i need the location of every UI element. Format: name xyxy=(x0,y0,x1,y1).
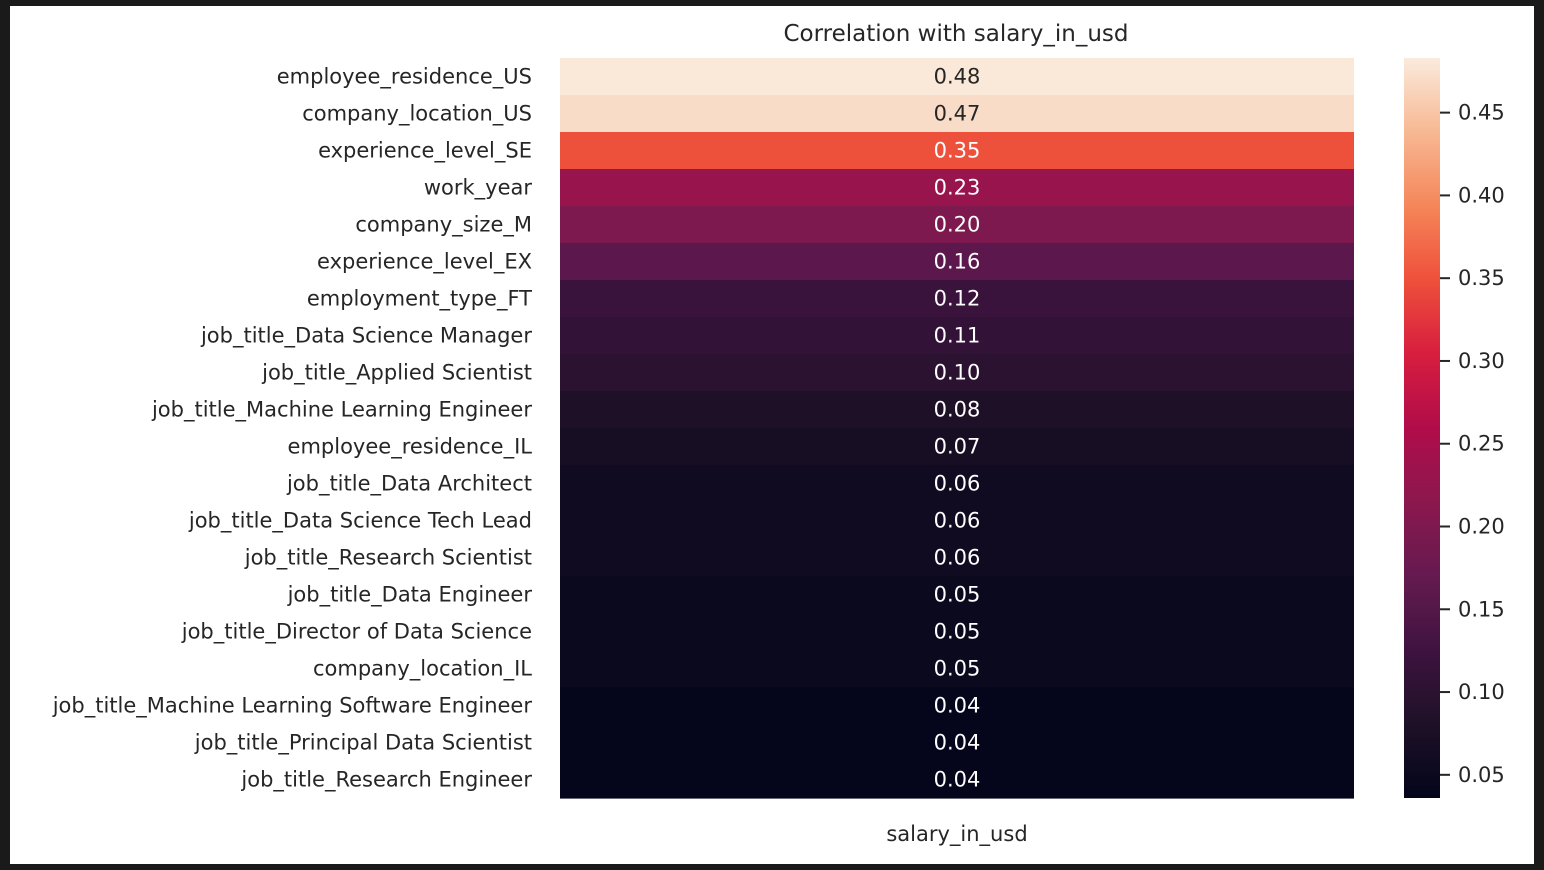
cell-value-label: 0.35 xyxy=(934,139,981,163)
heatmap-cell xyxy=(560,687,1354,725)
cell-value-label: 0.04 xyxy=(934,768,981,792)
chart-frame: Correlation with salary_in_usd 0.48 0.47 0… xyxy=(10,6,1534,864)
cell-value-label: 0.16 xyxy=(934,250,981,274)
heatmap-cells: 0.48 0.47 0.35 0.23 0.20 0.16 0.12 0.11 0.10 0.08… xyxy=(560,58,1354,799)
heatmap-cell xyxy=(560,391,1354,429)
cell-value-label: 0.12 xyxy=(934,287,981,311)
colorbar-gradient xyxy=(1404,58,1440,798)
row-tick-label: job_title_Data Engineer xyxy=(287,583,533,608)
row-tick-label: job_title_Machine Learning Software Engi… xyxy=(52,694,533,719)
heatmap-cell xyxy=(560,354,1354,392)
heatmap-cell xyxy=(560,280,1354,318)
cell-value-label: 0.08 xyxy=(934,398,981,422)
row-tick-label: job_title_Data Science Manager xyxy=(200,324,532,349)
heatmap-cell xyxy=(560,169,1354,207)
cell-value-label: 0.06 xyxy=(934,472,981,496)
row-tick-label: job_title_Data Science Tech Lead xyxy=(188,509,532,534)
heatmap-cell xyxy=(560,724,1354,762)
row-labels: employee_residence_US company_location_US… xyxy=(52,65,533,793)
heatmap-cell xyxy=(560,539,1354,577)
row-tick-label: job_title_Principal Data Scientist xyxy=(194,731,532,756)
heatmap-cell xyxy=(560,576,1354,614)
heatmap-cell xyxy=(560,428,1354,466)
row-tick-label: job_title_Research Scientist xyxy=(244,546,532,571)
cell-value-label: 0.47 xyxy=(934,102,981,126)
cell-value-label: 0.05 xyxy=(934,657,981,681)
column-tick-label: salary_in_usd xyxy=(886,822,1027,847)
column-labels: salary_in_usd xyxy=(886,822,1027,847)
colorbar-tick-label: 0.05 xyxy=(1458,763,1505,787)
row-tick-label: employee_residence_US xyxy=(277,65,532,90)
heatmap-cell xyxy=(560,761,1354,799)
cell-value-label: 0.04 xyxy=(934,731,981,755)
cell-value-label: 0.07 xyxy=(934,435,981,459)
row-tick-label: job_title_Data Architect xyxy=(286,472,532,497)
heatmap-cell xyxy=(560,95,1354,133)
row-tick-label: company_location_US xyxy=(302,102,532,127)
heatmap-cell xyxy=(560,317,1354,355)
colorbar-tick-label: 0.25 xyxy=(1458,432,1505,456)
row-tick-label: job_title_Research Engineer xyxy=(240,768,532,793)
row-tick-label: experience_level_SE xyxy=(318,139,532,164)
cell-value-label: 0.48 xyxy=(934,65,981,89)
heatmap-cell xyxy=(560,243,1354,281)
colorbar-tick-label: 0.30 xyxy=(1458,349,1505,373)
row-tick-label: job_title_Machine Learning Engineer xyxy=(151,398,532,423)
cell-value-label: 0.06 xyxy=(934,509,981,533)
colorbar-tick-label: 0.45 xyxy=(1458,101,1505,125)
cell-value-label: 0.23 xyxy=(934,176,981,200)
colorbar-tick-label: 0.35 xyxy=(1458,266,1505,290)
colorbar-tick-label: 0.15 xyxy=(1458,597,1505,621)
cell-value-label: 0.05 xyxy=(934,620,981,644)
row-tick-label: job_title_Director of Data Science xyxy=(181,620,532,645)
row-tick-label: employment_type_FT xyxy=(307,287,532,312)
cell-value-label: 0.04 xyxy=(934,694,981,718)
heatmap-cell xyxy=(560,613,1354,651)
cell-value-label: 0.05 xyxy=(934,583,981,607)
row-tick-label: employee_residence_IL xyxy=(288,435,533,460)
heatmap-chart: Correlation with salary_in_usd 0.480.470… xyxy=(52,21,1505,847)
heatmap-cell xyxy=(560,502,1354,540)
cell-value-label: 0.06 xyxy=(934,546,981,570)
cell-value-label: 0.20 xyxy=(934,213,981,237)
colorbar: 0.05 0.10 0.15 0.20 0.25 0.30 0.35 0.40 0.45 xyxy=(1404,58,1505,798)
row-tick-label: work_year xyxy=(424,176,533,201)
colorbar-tick-label: 0.40 xyxy=(1458,183,1505,207)
row-tick-label: company_size_M xyxy=(355,213,532,238)
colorbar-tick-label: 0.20 xyxy=(1458,515,1505,539)
heatmap-cell xyxy=(560,132,1354,170)
row-tick-label: experience_level_EX xyxy=(317,250,532,275)
row-tick-label: company_location_IL xyxy=(313,657,532,682)
heatmap-cell xyxy=(560,465,1354,503)
heatmap-cell xyxy=(560,206,1354,244)
row-tick-label: job_title_Applied Scientist xyxy=(261,361,532,386)
cell-value-label: 0.11 xyxy=(934,324,981,348)
chart-title: Correlation with salary_in_usd xyxy=(784,21,1129,47)
heatmap-cell xyxy=(560,58,1354,96)
heatmap-cell xyxy=(560,650,1354,688)
colorbar-tick-label: 0.10 xyxy=(1458,680,1505,704)
cell-value-label: 0.10 xyxy=(934,361,981,385)
